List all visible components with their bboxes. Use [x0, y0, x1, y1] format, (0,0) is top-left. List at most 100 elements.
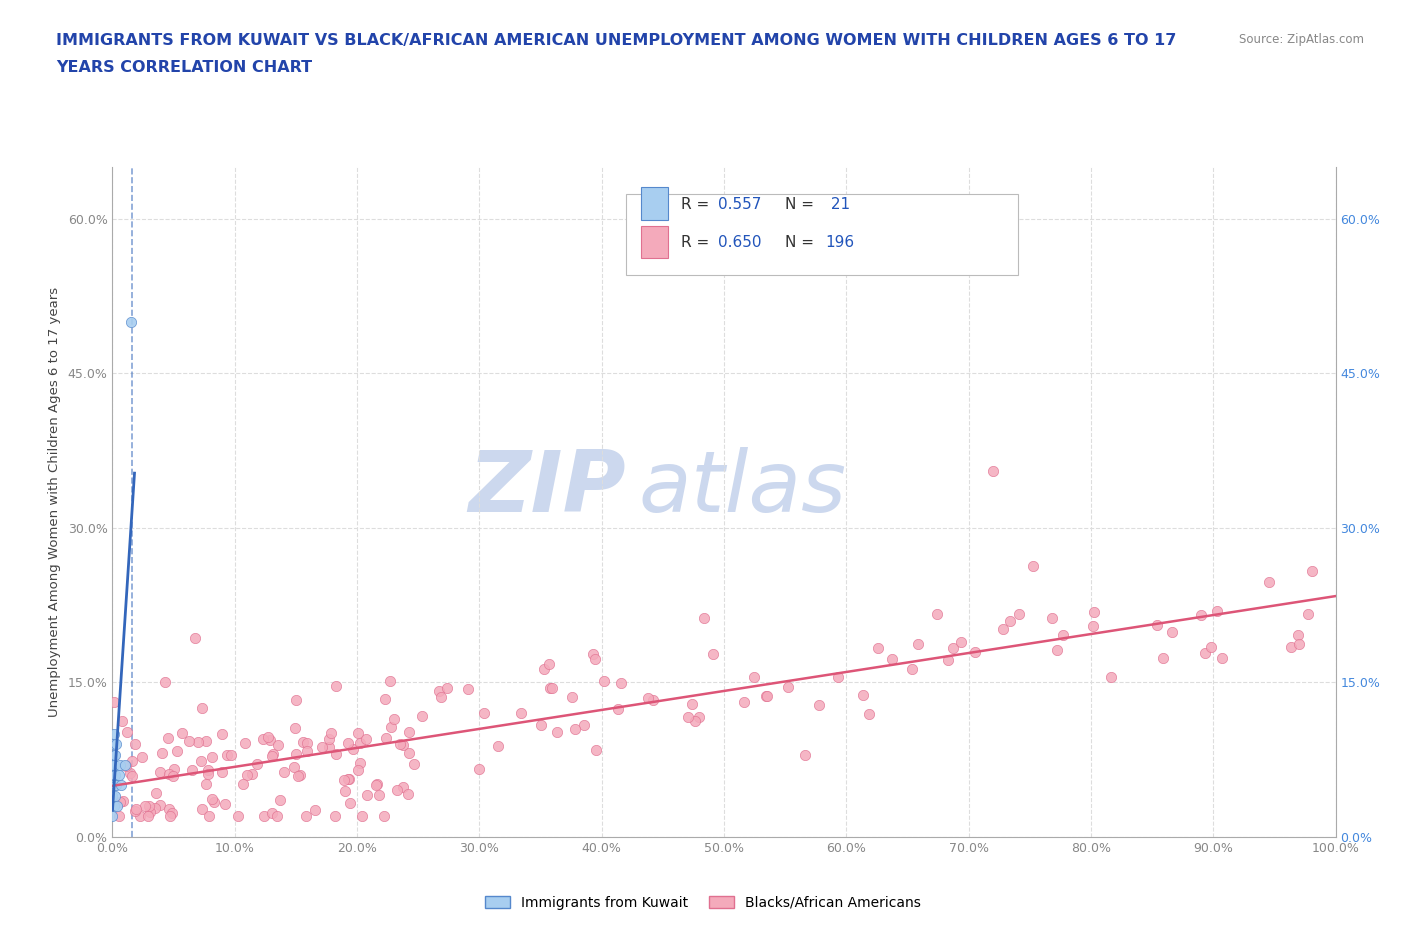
Point	[733, 695, 755, 710]
Point	[981, 464, 1004, 479]
Point	[468, 762, 491, 777]
Point	[1040, 610, 1063, 625]
Point	[1099, 670, 1122, 684]
Point	[349, 755, 371, 770]
Point	[297, 736, 319, 751]
Point	[582, 646, 605, 661]
Point	[115, 724, 138, 739]
Point	[337, 736, 360, 751]
Text: N =: N =	[786, 197, 820, 212]
Point	[157, 731, 180, 746]
Point	[325, 678, 347, 693]
Point	[1288, 636, 1310, 651]
Point	[124, 737, 146, 751]
Point	[375, 730, 398, 745]
Point	[318, 739, 340, 754]
Point	[120, 314, 142, 329]
Point	[852, 687, 875, 702]
Point	[538, 680, 561, 695]
Point	[236, 767, 259, 782]
Point	[374, 692, 396, 707]
Bar	[641, 188, 668, 219]
Point	[1279, 640, 1302, 655]
Point	[145, 785, 167, 800]
Point	[561, 690, 583, 705]
Point	[172, 725, 194, 740]
Point	[942, 641, 965, 656]
Point	[593, 673, 616, 688]
Point	[538, 657, 561, 671]
Point	[927, 606, 949, 621]
Text: R =: R =	[682, 197, 714, 212]
Point	[333, 783, 356, 798]
Point	[180, 763, 202, 777]
Point	[103, 778, 125, 793]
Point	[949, 634, 972, 649]
Point	[1199, 640, 1222, 655]
Point	[1286, 627, 1309, 642]
Point	[1257, 575, 1279, 590]
Point	[103, 747, 125, 762]
Point	[900, 661, 922, 676]
Point	[384, 711, 406, 726]
Point	[103, 757, 125, 772]
Point	[134, 798, 156, 813]
Point	[103, 799, 125, 814]
Point	[391, 779, 413, 794]
Point	[880, 652, 903, 667]
Point	[105, 799, 128, 814]
Point	[368, 788, 391, 803]
Point	[318, 732, 340, 747]
Point	[267, 737, 290, 752]
Text: 21: 21	[825, 197, 849, 212]
Point	[1052, 628, 1074, 643]
Point	[187, 735, 209, 750]
Point	[907, 636, 929, 651]
Bar	[641, 226, 668, 258]
Point	[266, 809, 288, 824]
Point	[350, 809, 373, 824]
Text: YEARS CORRELATION CHART: YEARS CORRELATION CHART	[56, 60, 312, 75]
Point	[121, 768, 143, 783]
Point	[197, 809, 219, 824]
Point	[202, 794, 225, 809]
Point	[486, 738, 509, 753]
Point	[157, 767, 180, 782]
Point	[295, 809, 318, 824]
Point	[104, 768, 127, 783]
Point	[378, 673, 401, 688]
Point	[540, 681, 562, 696]
Point	[131, 750, 153, 764]
Text: 0.557: 0.557	[718, 197, 761, 212]
Point	[742, 670, 765, 684]
Point	[404, 756, 426, 771]
Point	[388, 737, 411, 751]
Point	[246, 757, 269, 772]
Point	[356, 788, 378, 803]
Point	[120, 765, 142, 780]
Point	[755, 688, 778, 703]
Point	[197, 767, 219, 782]
Point	[427, 684, 450, 698]
Point	[259, 732, 281, 747]
Point	[366, 777, 388, 792]
Point	[197, 763, 219, 777]
Point	[166, 743, 188, 758]
Point	[232, 777, 254, 791]
Point	[257, 729, 280, 744]
Point	[191, 801, 214, 816]
Point	[149, 798, 172, 813]
Point	[269, 793, 291, 808]
Point	[114, 757, 136, 772]
Point	[572, 717, 595, 732]
Point	[201, 791, 224, 806]
Point	[138, 798, 160, 813]
Point	[564, 722, 586, 737]
Text: ZIP: ZIP	[468, 447, 626, 530]
Point	[546, 724, 568, 739]
Point	[991, 621, 1014, 636]
Point	[104, 789, 127, 804]
Point	[1189, 607, 1212, 622]
Point	[211, 764, 233, 779]
Point	[1046, 643, 1069, 658]
